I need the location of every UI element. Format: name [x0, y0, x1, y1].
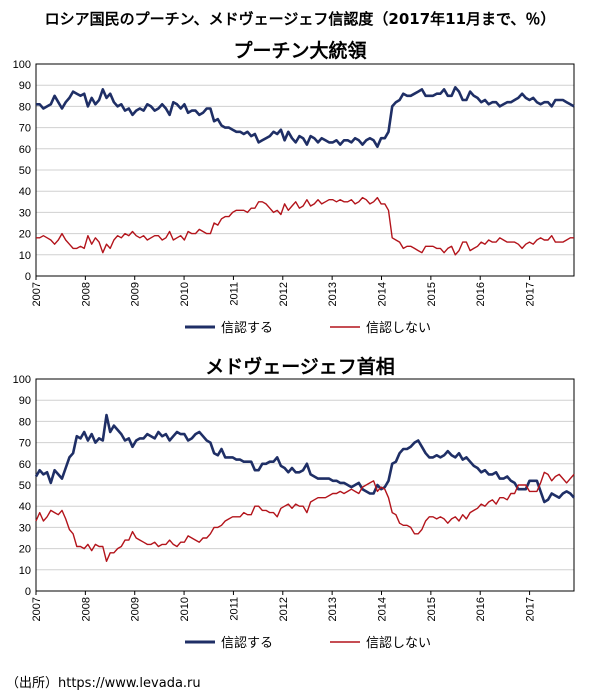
chart-putin: 0 10 20 30 40 50 60 70 80 90 100 2007 2008 2009 2010 20… [13, 60, 575, 336]
y-tick-label: 70 [19, 123, 31, 135]
x-tick-label: 2008 [80, 597, 92, 621]
y-tick-label: 10 [19, 250, 31, 262]
x-tick-label: 2010 [179, 597, 191, 621]
x-tick-label: 2008 [80, 282, 92, 306]
legend: 信認する 信認しない [185, 635, 431, 651]
x-tick-label: 2014 [377, 597, 389, 621]
legend-label: 信認する [221, 320, 273, 336]
x-tick-label: 2010 [179, 282, 191, 306]
x-tick-label: 2016 [475, 597, 487, 621]
legend-label: 信認しない [366, 320, 431, 336]
y-tick-label: 30 [19, 207, 31, 219]
y-tick-label: 60 [19, 144, 31, 156]
x-tick-label: 2013 [327, 282, 339, 306]
y-tick-label: 50 [19, 480, 31, 492]
y-tick-label: 80 [19, 416, 31, 428]
legend-label: 信認しない [366, 635, 431, 651]
x-tick-label: 2012 [278, 282, 290, 306]
x-tick-label: 2016 [475, 282, 487, 306]
legend-label: 信認する [221, 635, 273, 651]
y-tick-label: 20 [19, 544, 31, 556]
series-line-distrust [35, 471, 575, 563]
x-tick-label: 2007 [31, 597, 43, 621]
x-tick-label: 2014 [377, 282, 389, 306]
source-note: （出所）https://www.levada.ru [6, 676, 201, 691]
plot-frame [35, 378, 575, 592]
y-tick-label: 100 [13, 375, 31, 386]
series-line-trust [36, 85, 575, 148]
y-tick-label: 0 [25, 586, 31, 598]
y-tick-label: 90 [19, 80, 31, 92]
y-tick-label: 60 [19, 459, 31, 471]
x-tick-label: 2011 [228, 597, 240, 621]
x-tick-label: 2015 [426, 282, 438, 306]
y-tick-label: 40 [19, 501, 31, 513]
y-tick-label: 30 [19, 522, 31, 534]
y-tick-label: 50 [19, 165, 31, 177]
x-tick-label: 2012 [278, 597, 290, 621]
y-tick-label: 0 [25, 271, 31, 283]
x-tick-label: 2013 [327, 597, 339, 621]
y-tick-label: 10 [19, 565, 31, 577]
y-tick-label: 90 [19, 395, 31, 407]
y-tick-label: 100 [13, 60, 31, 71]
chart-title-putin: プーチン大統領 [233, 40, 367, 62]
x-tick-label: 2011 [228, 282, 240, 306]
y-tick-label: 20 [19, 229, 31, 241]
x-tick-label: 2009 [130, 597, 142, 621]
y-tick-label: 80 [19, 101, 31, 113]
x-tick-label: 2015 [426, 597, 438, 621]
legend: 信認する 信認しない [185, 320, 431, 336]
series-line-trust [34, 413, 575, 504]
y-tick-label: 40 [19, 186, 31, 198]
x-tick-label: 2009 [130, 282, 142, 306]
x-tick-label: 2007 [31, 282, 43, 306]
x-tick-label: 2017 [525, 282, 537, 306]
page-title: ロシア国民のプーチン、メドヴェージェフ信認度（2017年11月まで、％） [44, 10, 556, 28]
chart-title-medvedev: メドヴェージェフ首相 [205, 356, 395, 378]
gridlines [36, 378, 574, 592]
x-tick-label: 2017 [525, 597, 537, 621]
chart-medvedev: 0 10 20 30 40 50 60 70 80 90 100 2007 2008 2009 2010 20… [13, 375, 575, 651]
gridlines [36, 63, 574, 277]
plot-frame [35, 63, 575, 277]
y-tick-label: 70 [19, 438, 31, 450]
series-line-distrust [36, 196, 574, 256]
